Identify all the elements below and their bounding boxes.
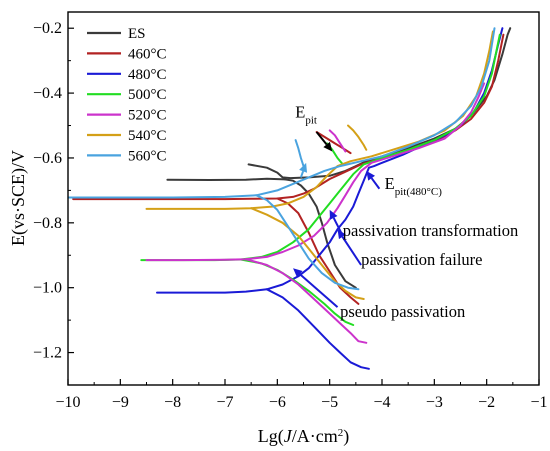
x-tick-label: −3 [426, 394, 443, 411]
arrow-1 [299, 162, 308, 178]
series-520c-line-1 [244, 258, 368, 344]
annotations: Epit Epit(480°C) passivation transformatio… [295, 102, 518, 320]
annotation-arrows [293, 131, 381, 308]
arrow-head [366, 170, 376, 181]
arrow-head [293, 268, 303, 278]
x-tick-label: −9 [112, 394, 129, 411]
arrow-5 [293, 268, 339, 308]
x-tick-label: −4 [373, 394, 390, 411]
arrow-head [337, 229, 346, 240]
x-tick-label: −6 [269, 394, 286, 411]
annotation-passivation-transformation: passivation transformation [343, 221, 519, 240]
legend-label-540c: 540°C [128, 128, 167, 144]
series-540c-line-1 [250, 207, 365, 300]
y-tick-label: −0.4 [33, 85, 62, 102]
x-tick-label: −8 [164, 394, 181, 411]
arrow-head [329, 209, 338, 220]
legend-label-520c: 520°C [128, 108, 167, 124]
series-520c-line-2 [328, 129, 347, 153]
series-curves [68, 27, 512, 370]
annotation-e-pit: Epit [295, 102, 317, 126]
x-tick-label: −2 [478, 394, 495, 411]
arrow-shaft [299, 273, 339, 308]
x-tick-label: −7 [216, 394, 233, 411]
x-tick-label: −1 [530, 394, 547, 411]
y-tick-label: −1.0 [33, 280, 62, 297]
arrow-shaft [315, 131, 328, 146]
x-tick-label: −10 [55, 394, 80, 411]
series-540c-line-0 [145, 30, 494, 210]
arrow-2 [366, 170, 381, 190]
y-tick-label: −0.8 [33, 215, 62, 232]
series-540c-line-2 [347, 124, 368, 151]
x-axis-title: Lg(J/A·cm2) [258, 426, 349, 447]
series-520c [145, 82, 486, 344]
series-560c-line-0 [68, 27, 496, 199]
series-500c-line-1 [239, 258, 355, 326]
y-tick-label: −1.2 [33, 345, 62, 362]
x-axis: −10 −9 −8 −7 −6 −5 −4 −3 −2 −1 [55, 379, 548, 411]
legend: ES 460°C 480°C 500°C 520°C 540°C 560°C [87, 26, 167, 164]
annotation-e-pit-480c: Epit(480°C) [385, 174, 443, 198]
series-es [166, 27, 512, 289]
series-520c-line-0 [145, 82, 486, 262]
legend-label-es: ES [128, 26, 146, 42]
series-560c-line-1 [255, 194, 360, 291]
series-560c-line-2 [294, 139, 305, 168]
series-560c [68, 27, 496, 291]
y-axis: −1.2 −1.0 −0.8 −0.6 −0.4 −0.2 [33, 20, 74, 386]
series-es-line-1 [166, 177, 287, 181]
legend-label-560c: 560°C [128, 148, 167, 164]
x-tick-label: −5 [321, 394, 338, 411]
arrow-0 [315, 131, 333, 152]
y-tick-label: −0.2 [33, 20, 62, 37]
y-tick-label: −0.6 [33, 150, 62, 167]
annotation-pseudo-passivation: pseudo passivation [340, 302, 465, 321]
arrow-shaft [299, 170, 305, 178]
annotation-passivation-failure: passivation failure [361, 250, 482, 269]
legend-label-480c: 480°C [128, 67, 167, 83]
y-axis-title: E(vs·SCE)/V [8, 150, 29, 246]
arrow-head [299, 162, 308, 173]
arrow-shaft [341, 236, 362, 266]
series-480c-line-1 [265, 288, 370, 370]
arrow-shaft [370, 177, 381, 190]
arrow-4 [337, 229, 362, 266]
legend-label-500c: 500°C [128, 87, 167, 103]
legend-label-460c: 460°C [128, 46, 167, 62]
arrow-head [323, 141, 333, 152]
